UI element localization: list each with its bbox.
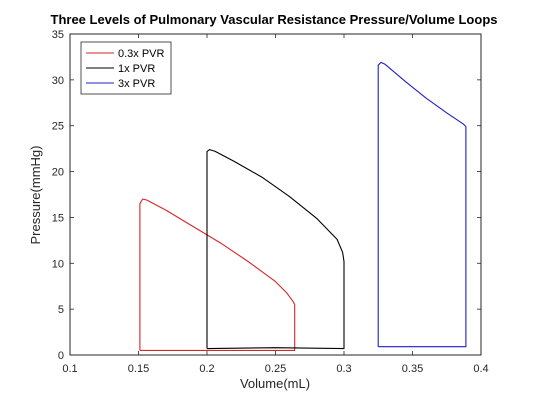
x-tick-label: 0.1 <box>62 363 77 375</box>
y-tick-label: 10 <box>52 258 64 270</box>
x-tick-label: 0.15 <box>128 363 149 375</box>
series-line-1 <box>139 198 296 351</box>
y-tick-label: 30 <box>52 75 64 87</box>
x-tick-label: 0.25 <box>265 363 286 375</box>
legend-label: 1x PVR <box>118 63 155 75</box>
y-tick-label: 5 <box>58 304 64 316</box>
x-tick-label: 0.3 <box>336 363 351 375</box>
y-tick-label: 0 <box>58 350 64 362</box>
legend-label: 0.3x PVR <box>118 48 165 60</box>
y-tick-label: 20 <box>52 167 64 179</box>
y-axis-label: Pressure(mmHg) <box>28 146 43 245</box>
series-line-3 <box>377 61 467 348</box>
x-axis-label: Volume(mL) <box>240 376 310 391</box>
legend: 0.3x PVR 1x PVR 3x PVR <box>80 41 172 95</box>
chart-title: Three Levels of Pulmonary Vascular Resis… <box>51 12 498 27</box>
x-tick-label: 0.2 <box>199 363 214 375</box>
y-tick-label: 15 <box>52 212 64 224</box>
legend-label: 3x PVR <box>118 78 155 90</box>
y-tick-label: 25 <box>52 121 64 133</box>
series-line-2 <box>206 149 345 350</box>
y-tick-label: 35 <box>52 29 64 41</box>
x-tick-label: 0.4 <box>473 363 488 375</box>
axis-ticks: 0.1 0.15 0.2 0.25 0.3 0.35 0.4 0 5 10 15 20 25 30 35 <box>52 29 489 375</box>
series-layer <box>139 61 467 351</box>
x-tick-label: 0.35 <box>402 363 423 375</box>
